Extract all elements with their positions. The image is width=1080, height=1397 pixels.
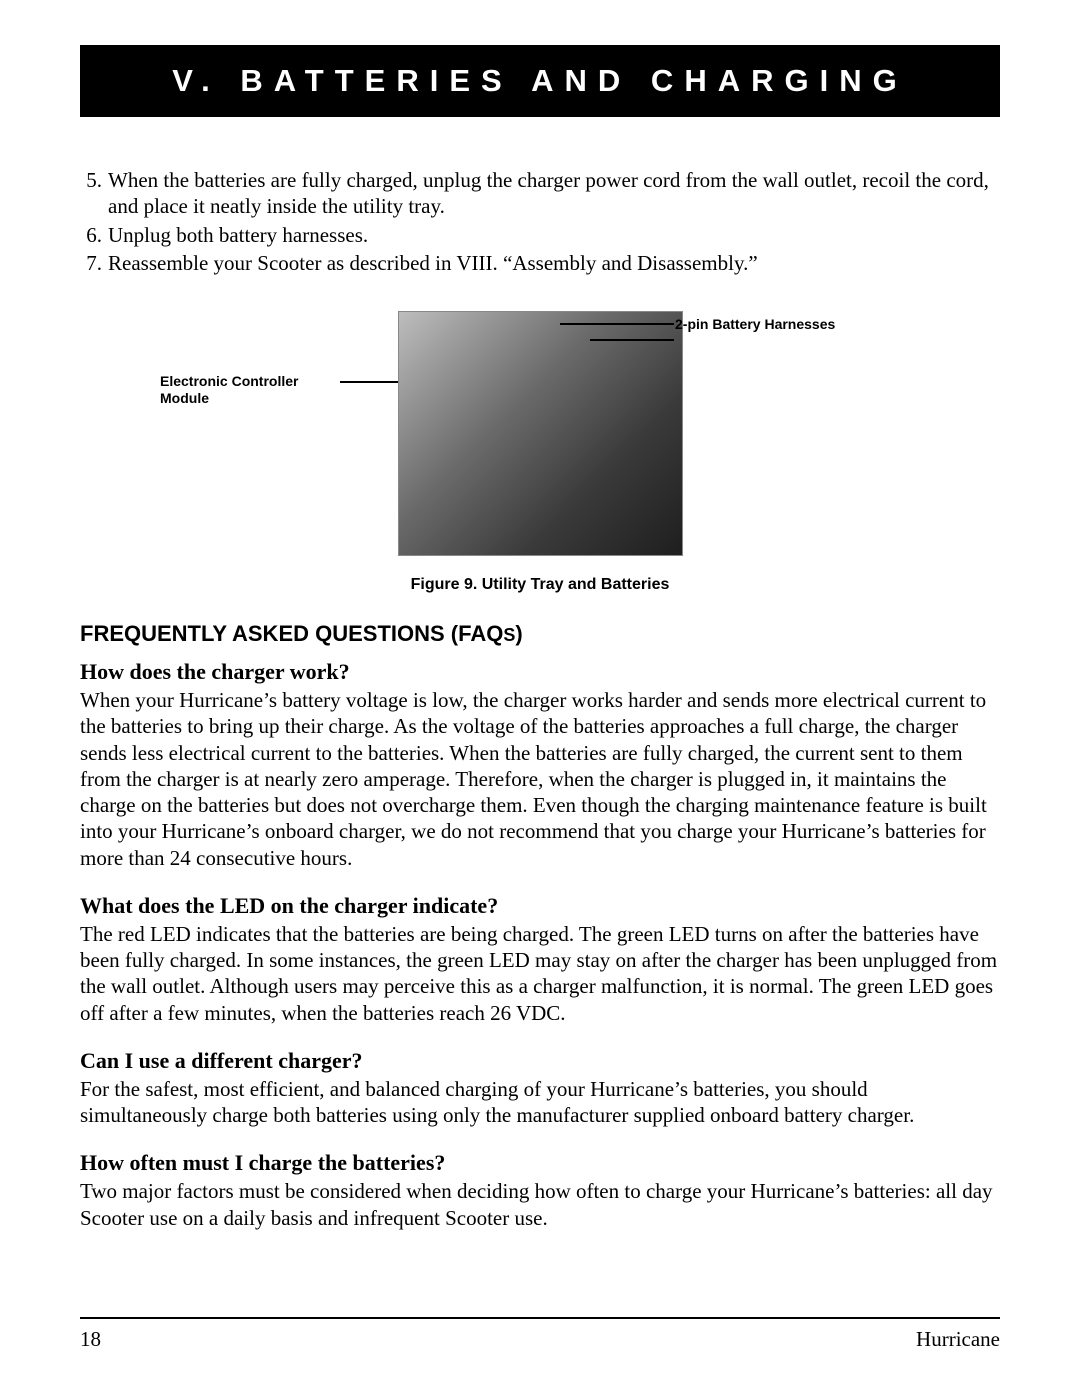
step-number: 5. (80, 167, 108, 220)
page-footer: 18 Hurricane (80, 1317, 1000, 1352)
figure-block: Electronic Controller Module 2-pin Batte… (80, 301, 1000, 611)
step-row: 7. Reassemble your Scooter as described … (80, 250, 1000, 276)
faq-question: Can I use a different charger? (80, 1048, 1000, 1074)
instruction-steps: 5. When the batteries are fully charged,… (80, 167, 1000, 276)
figure-callout-right: 2-pin Battery Harnesses (675, 316, 895, 333)
step-row: 5. When the batteries are fully charged,… (80, 167, 1000, 220)
faq-answer: The red LED indicates that the batteries… (80, 921, 1000, 1026)
faq-heading-close: ) (515, 621, 522, 646)
figure-caption: Figure 9. Utility Tray and Batteries (80, 576, 1000, 594)
faq-answer: For the safest, most efficient, and bala… (80, 1076, 1000, 1129)
product-name: Hurricane (916, 1327, 1000, 1352)
faq-item: Can I use a different charger? For the s… (80, 1048, 1000, 1129)
figure-callout-left: Electronic Controller Module (160, 373, 340, 407)
faq-question: How does the charger work? (80, 659, 1000, 685)
faq-item: What does the LED on the charger indicat… (80, 893, 1000, 1026)
page-number: 18 (80, 1327, 101, 1352)
faq-answer: Two major factors must be considered whe… (80, 1178, 1000, 1231)
page-container: V. BATTERIES AND CHARGING 5. When the ba… (0, 0, 1080, 1231)
faq-heading: FREQUENTLY ASKED QUESTIONS (FAQS) (80, 621, 1000, 647)
callout-leader-line (590, 339, 674, 341)
section-title-banner: V. BATTERIES AND CHARGING (80, 45, 1000, 117)
step-row: 6. Unplug both battery harnesses. (80, 222, 1000, 248)
figure-image-placeholder (398, 311, 683, 556)
faq-item: How often must I charge the batteries? T… (80, 1150, 1000, 1231)
step-number: 7. (80, 250, 108, 276)
step-text: Unplug both battery harnesses. (108, 222, 1000, 248)
faq-heading-suffix: S (503, 625, 515, 645)
faq-answer: When your Hurricane’s battery voltage is… (80, 687, 1000, 871)
faq-question: What does the LED on the charger indicat… (80, 893, 1000, 919)
step-text: Reassemble your Scooter as described in … (108, 250, 1000, 276)
step-text: When the batteries are fully charged, un… (108, 167, 1000, 220)
faq-heading-main: FREQUENTLY ASKED QUESTIONS (FAQ (80, 621, 503, 646)
faq-question: How often must I charge the batteries? (80, 1150, 1000, 1176)
step-number: 6. (80, 222, 108, 248)
callout-leader-line (560, 323, 674, 325)
faq-item: How does the charger work? When your Hur… (80, 659, 1000, 871)
